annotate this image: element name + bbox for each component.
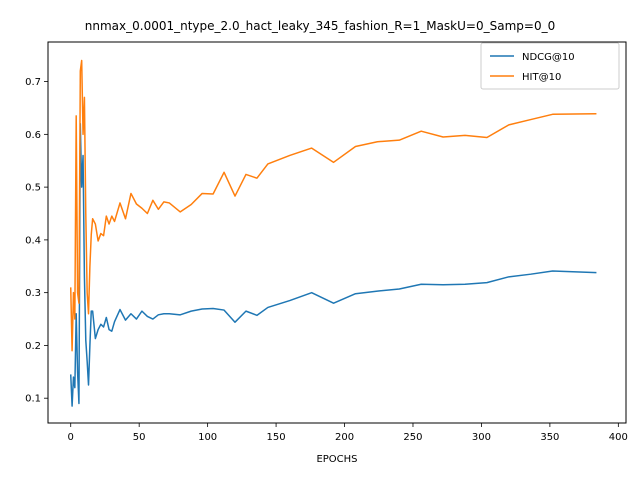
axes-frame xyxy=(47,41,627,424)
legend-label-hit: HIT@10 xyxy=(522,72,561,83)
y-tick-label: 0.2 xyxy=(25,341,41,352)
x-tick-label: 150 xyxy=(267,432,286,443)
x-axis-label: EPOCHS xyxy=(316,454,357,465)
x-tick-label: 100 xyxy=(198,432,217,443)
y-tick-label: 0.5 xyxy=(25,183,41,194)
series-line-hit xyxy=(69,59,597,352)
chart-title: nnmax_0.0001_ntype_2.0_hact_leaky_345_fa… xyxy=(85,19,555,33)
x-tick-label: 0 xyxy=(68,432,74,443)
y-tick-label: 0.1 xyxy=(25,394,41,405)
x-tick-label: 400 xyxy=(609,432,628,443)
x-tick-label: 50 xyxy=(133,432,146,443)
y-tick-label: 0.4 xyxy=(25,235,41,246)
y-tick-label: 0.7 xyxy=(25,77,41,88)
x-tick-label: 200 xyxy=(335,432,354,443)
x-tick-label: 350 xyxy=(540,432,559,443)
y-tick-label: 0.6 xyxy=(25,130,41,141)
legend: NDCG@10 HIT@10 xyxy=(480,42,620,90)
x-tick-label: 300 xyxy=(472,432,491,443)
series-layer xyxy=(69,59,597,407)
legend-box xyxy=(480,42,620,90)
x-tick-label: 250 xyxy=(403,432,422,443)
legend-label-ndcg: NDCG@10 xyxy=(522,52,575,63)
x-axis-ticks: 0 50 100 150 200 250 300 350 400 xyxy=(68,423,628,443)
y-tick-label: 0.3 xyxy=(25,288,41,299)
plot-area: 0 50 100 150 200 250 300 350 400 0.1 0.2 0.3 0.4 0.5… xyxy=(25,41,628,443)
y-axis-ticks: 0.1 0.2 0.3 0.4 0.5 0.6 0.7 xyxy=(25,77,48,405)
series-line-ndcg xyxy=(69,123,597,407)
